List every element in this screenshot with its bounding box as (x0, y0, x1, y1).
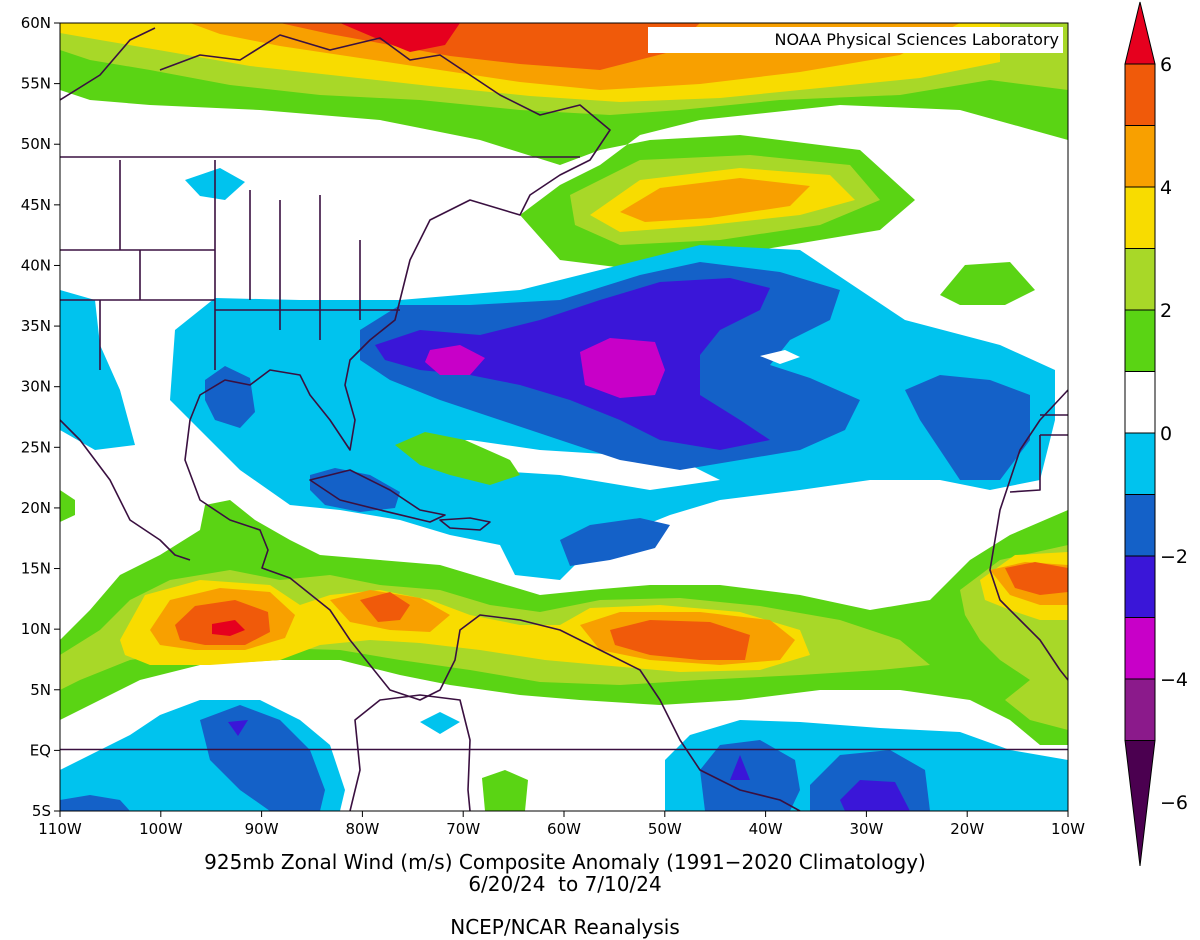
lon-tick-label: 30W (849, 820, 883, 838)
colorbar-tick-label: 4 (1160, 177, 1172, 199)
lat-tick-label: 15N (21, 560, 51, 578)
longitude-axis: 110W 100W 90W 80W 70W 60W 50W 40W 30W 20W 10W (38, 811, 1085, 838)
colorbar: 6 4 2 0 −2 −4 −6 (1124, 1, 1188, 867)
colorbar-box (1124, 555, 1156, 618)
coastlines (60, 27, 1068, 811)
colorbar-box (1124, 678, 1156, 741)
lat-tick-label: 20N (21, 499, 51, 517)
latitude-axis: 60N 55N 50N 45N 40N 35N 30N 25N 20N 15N 10N 5N EQ 5S (21, 14, 60, 820)
positive-spot-west-edge (60, 490, 75, 522)
colorbar-box (1124, 125, 1156, 188)
colorbar-tick-label: 6 (1160, 54, 1172, 76)
colorbar-tick-label: −4 (1160, 669, 1188, 691)
positive-spot-amazon (482, 770, 528, 811)
lat-tick-label: 5N (30, 681, 51, 699)
colorbar-box (1124, 63, 1156, 126)
lon-tick-label: 10W (1051, 820, 1085, 838)
lat-tick-label: 30N (21, 378, 51, 396)
lon-tick-label: 40W (749, 820, 783, 838)
colorbar-bottom-triangle (1124, 740, 1156, 867)
colorbar-box (1124, 494, 1156, 557)
lon-tick-label: 110W (38, 820, 82, 838)
colorbar-tick-label: 2 (1160, 300, 1172, 322)
anomaly-map (60, 23, 1068, 811)
lon-tick-label: 50W (648, 820, 682, 838)
positive-spot-east (940, 262, 1035, 305)
lat-tick-label: 10N (21, 620, 51, 638)
lat-tick-label: 50N (21, 135, 51, 153)
lon-tick-label: 60W (547, 820, 581, 838)
colorbar-box (1124, 371, 1156, 434)
lat-tick-label: 55N (21, 75, 51, 93)
lat-tick-label: EQ (30, 741, 51, 759)
map-source: NCEP/NCAR Reanalysis (450, 915, 680, 939)
equatorial-negative-band (60, 700, 1068, 811)
colorbar-tick-label: −6 (1160, 792, 1188, 814)
lat-tick-label: 40N (21, 256, 51, 274)
lon-tick-label: 90W (245, 820, 279, 838)
colorbar-box (1124, 617, 1156, 680)
colorbar-box (1124, 432, 1156, 495)
lat-tick-label: 60N (21, 14, 51, 32)
map-title: 925mb Zonal Wind (m/s) Composite Anomaly… (204, 850, 926, 874)
lon-tick-label: 20W (950, 820, 984, 838)
tropical-positive-band (60, 500, 1068, 745)
map-dates: 6/20/24 to 7/10/24 (468, 872, 662, 896)
lon-tick-label: 100W (139, 820, 183, 838)
lat-tick-label: 35N (21, 317, 51, 335)
colorbar-box (1124, 248, 1156, 311)
lat-tick-label: 5S (32, 802, 51, 820)
subtropical-negative-band (60, 245, 1055, 580)
credit-label: NOAA Physical Sciences Laboratory (648, 27, 1063, 53)
lon-tick-label: 70W (446, 820, 480, 838)
colorbar-top-triangle (1124, 1, 1156, 65)
positive-spot-bahamas (395, 432, 520, 485)
colorbar-tick-label: 0 (1160, 423, 1172, 445)
colorbar-box (1124, 309, 1156, 372)
lat-tick-label: 25N (21, 438, 51, 456)
colorbar-box (1124, 186, 1156, 249)
lat-tick-label: 45N (21, 196, 51, 214)
colorbar-tick-label: −2 (1160, 546, 1188, 568)
lon-tick-label: 80W (345, 820, 379, 838)
